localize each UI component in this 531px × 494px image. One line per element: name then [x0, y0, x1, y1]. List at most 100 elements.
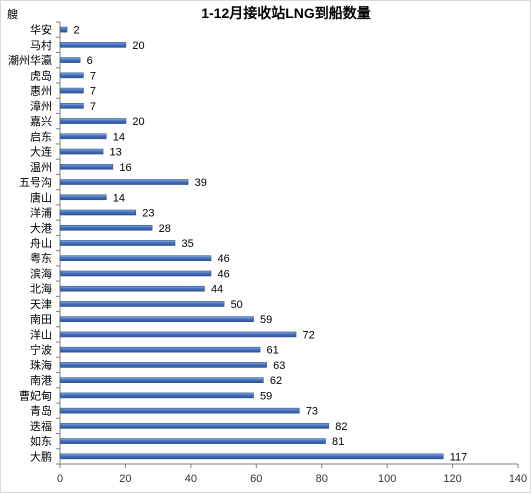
- bar: [60, 407, 300, 414]
- data-label: 81: [332, 436, 344, 448]
- bar: [60, 72, 84, 79]
- category-label: 大连: [30, 145, 52, 159]
- data-label: 14: [113, 192, 125, 204]
- data-label: 7: [90, 86, 96, 98]
- data-label: 20: [132, 116, 144, 128]
- category-label: 马村: [30, 38, 52, 52]
- category-label: 大鹏: [30, 449, 52, 463]
- bar: [60, 316, 254, 323]
- bar: [60, 331, 297, 338]
- data-label: 7: [90, 101, 96, 113]
- bar: [60, 148, 104, 155]
- bar: [60, 163, 114, 170]
- bar: [60, 270, 212, 277]
- data-label: 7: [90, 70, 96, 82]
- bar: [60, 240, 176, 246]
- category-label: 洋山: [30, 327, 52, 341]
- category-label: 虎岛: [30, 68, 52, 82]
- bar: [60, 87, 84, 94]
- data-label: 16: [119, 162, 131, 174]
- bar: [60, 362, 267, 368]
- bar: [60, 255, 212, 262]
- bar: [60, 224, 153, 231]
- chart-title: 1-12月接收站LNG到船数量: [201, 5, 371, 21]
- bar: [60, 26, 68, 33]
- data-label: 35: [182, 238, 194, 250]
- x-tick-label: 100: [378, 473, 396, 485]
- bar: [60, 438, 326, 444]
- category-label: 唐山: [30, 190, 52, 204]
- bar: [60, 346, 261, 353]
- bar: [60, 133, 107, 140]
- category-label: 宁波: [30, 343, 52, 357]
- data-label: 62: [270, 375, 282, 387]
- data-label: 82: [335, 421, 347, 433]
- category-label: 如东: [30, 434, 52, 448]
- data-label: 73: [306, 406, 318, 418]
- data-label: 23: [142, 208, 154, 220]
- data-label: 46: [217, 268, 229, 280]
- x-tick-label: 120: [443, 473, 461, 485]
- data-label: 59: [260, 314, 272, 326]
- data-label: 117: [450, 451, 468, 463]
- bar: [60, 209, 137, 216]
- data-label: 61: [267, 345, 279, 357]
- category-label: 华安: [30, 23, 52, 37]
- category-label: 青岛: [30, 404, 52, 418]
- x-tick-label: 140: [509, 473, 527, 485]
- category-label: 大港: [30, 221, 52, 235]
- category-label: 潮州华瀛: [8, 53, 52, 67]
- category-label: 北海: [30, 282, 52, 296]
- x-tick-label: 60: [250, 473, 262, 485]
- bar: [60, 103, 84, 109]
- category-label: 南田: [30, 313, 52, 326]
- data-label: 39: [195, 177, 207, 189]
- data-label: 28: [159, 223, 171, 235]
- bar: [60, 57, 81, 63]
- x-tick-label: 20: [119, 473, 131, 485]
- category-label: 温州: [30, 161, 52, 174]
- category-label: 滨海: [30, 266, 52, 280]
- x-tick-label: 0: [57, 473, 63, 485]
- category-label: 惠州: [30, 84, 52, 98]
- plot-area: 0 20 40 60 80 100 120 140 华安 2 马村 20 潮州华瀛 6 虎岛 7 惠州 7 漳州 7 嘉…: [8, 21, 527, 485]
- data-label: 44: [211, 284, 223, 296]
- x-tick-label: 40: [185, 473, 197, 485]
- data-label: 46: [217, 253, 229, 265]
- data-label: 20: [132, 40, 144, 52]
- data-label: 6: [87, 55, 93, 67]
- data-label: 14: [113, 131, 125, 143]
- category-label: 启东: [30, 130, 52, 143]
- bar: [60, 423, 330, 429]
- category-label: 天津: [30, 298, 52, 311]
- category-label: 五号沟: [19, 176, 52, 189]
- x-tick-label: 80: [316, 473, 328, 485]
- category-label: 嘉兴: [30, 114, 52, 128]
- data-label: 72: [303, 329, 315, 341]
- category-label: 舟山: [30, 236, 52, 250]
- category-label: 南港: [30, 374, 52, 387]
- bar: [60, 118, 127, 124]
- bar: [60, 42, 127, 48]
- data-label: 50: [231, 299, 243, 311]
- bar: [60, 285, 205, 292]
- category-label: 洋浦: [30, 206, 52, 220]
- data-label: 63: [273, 360, 285, 372]
- bar: [60, 301, 225, 307]
- category-label: 珠海: [30, 358, 52, 372]
- category-label: 迭福: [30, 419, 52, 433]
- bar: [60, 194, 107, 201]
- category-label: 粤东: [30, 251, 52, 265]
- bar: [60, 377, 264, 383]
- data-label: 13: [110, 147, 122, 159]
- data-label: 2: [74, 25, 80, 37]
- data-label: 59: [260, 390, 272, 402]
- category-label: 漳州: [30, 99, 52, 113]
- unit-label: 艘: [7, 7, 18, 21]
- bar: [60, 392, 254, 399]
- bar: [60, 453, 444, 460]
- category-label: 曹妃甸: [19, 388, 52, 402]
- bar: [60, 179, 189, 185]
